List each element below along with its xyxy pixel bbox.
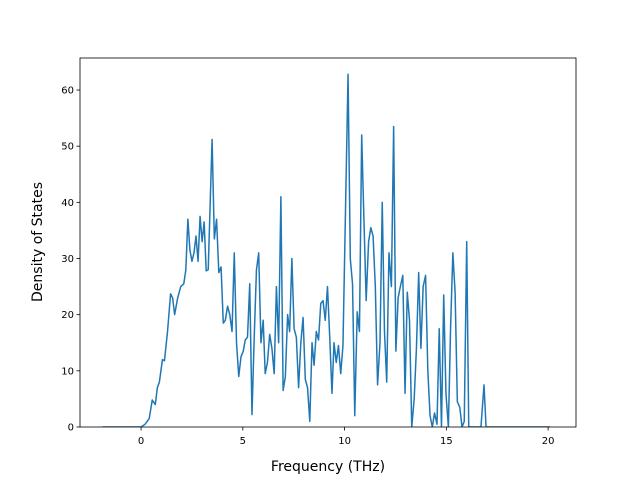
x-tick-label: 5 [240,436,246,447]
line [102,73,551,427]
x-tick-label: 10 [338,436,351,447]
plot-frame [79,57,577,428]
x-tick-label: 0 [138,436,144,447]
y-axis-label: Density of States [30,182,46,302]
y-tick-label: 0 [68,423,74,434]
y-tick-label: 10 [61,366,74,377]
y-tick-label: 50 [61,142,74,153]
y-tick-label: 40 [61,198,74,209]
y-tick-label: 60 [61,86,74,97]
x-tick-label: 15 [440,436,453,447]
x-axis-label: Frequency (THz) [271,459,385,475]
x-tick-label: 20 [542,436,555,447]
y-tick-label: 20 [61,310,74,321]
y-tick-label: 30 [61,254,74,265]
